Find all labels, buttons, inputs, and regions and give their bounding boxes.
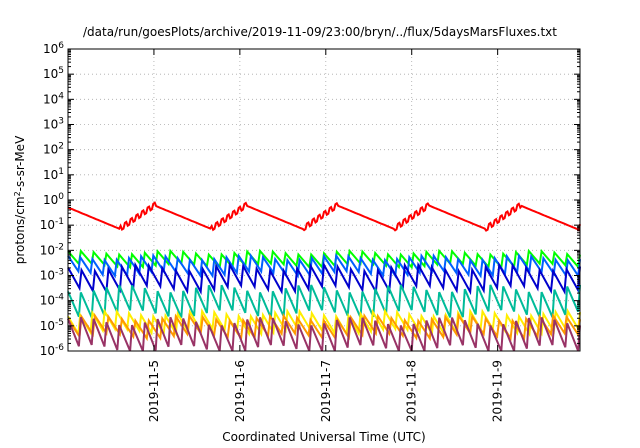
y-axis-ticks: 106 105 104 103 102 101 100 10-1 10-2 10-3 10-4 10-… <box>40 41 580 358</box>
y-tick-label: 10-3 <box>40 268 64 283</box>
y-tick-label: 10-6 <box>40 343 65 358</box>
series-line-3 <box>67 261 581 296</box>
y-tick-label: 10-4 <box>40 293 65 308</box>
y-tick-label: 104 <box>43 91 64 106</box>
x-tick-label: 2019-11-8 <box>405 360 419 422</box>
series-line-5 <box>67 308 581 338</box>
y-tick-label: 103 <box>43 117 64 132</box>
series-line-2 <box>67 252 581 279</box>
y-axis-label-rest: -s-sr-MeV <box>13 135 27 191</box>
x-axis-label: Coordinated Universal Time (UTC) <box>222 430 425 444</box>
x-tick-label: 2019-11-7 <box>319 360 333 422</box>
y-tick-label: 10-5 <box>40 318 64 333</box>
series-lines <box>67 201 581 352</box>
y-tick-label: 100 <box>43 192 64 207</box>
series-line-4 <box>67 284 581 318</box>
x-tick-label: 2019-11-6 <box>233 360 247 422</box>
y-tick-label: 10-2 <box>40 242 64 257</box>
series-line-0 <box>67 201 581 232</box>
y-tick-label: 106 <box>43 41 64 56</box>
y-tick-label: 105 <box>43 66 64 81</box>
y-axis-label-unit: protons/cm <box>13 196 27 264</box>
y-axis-label: protons/cm2-s-sr-MeV <box>13 135 28 264</box>
x-tick-label: 2019-11-9 <box>491 360 505 422</box>
y-tick-label: 10-1 <box>40 217 64 232</box>
series-line-7 <box>67 316 581 352</box>
chart-title: /data/run/goesPlots/archive/2019-11-09/2… <box>83 25 557 39</box>
y-axis-label-exponent: 2 <box>13 191 22 196</box>
grid-lines <box>68 49 580 351</box>
x-tick-label: 2019-11-5 <box>147 360 161 422</box>
y-tick-label: 102 <box>43 142 64 157</box>
y-tick-label: 101 <box>43 167 64 182</box>
x-axis-ticks: 2019-11-5 2019-11-6 2019-11-7 2019-11-8 2019… <box>147 49 505 422</box>
